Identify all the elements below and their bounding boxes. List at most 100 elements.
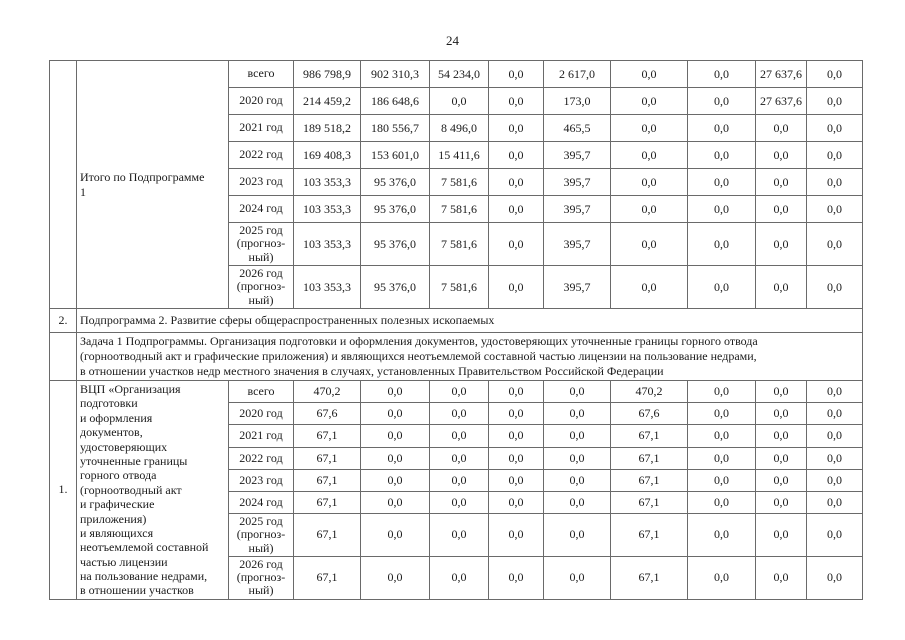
cell-value: 169 408,3 (293, 141, 361, 169)
cell-value: 0,0 (755, 424, 807, 448)
cell-value: 0,0 (687, 87, 756, 115)
table-row: 2024 год 103 353,3 95 376,0 7 581,6 0,0 395,7… (50, 195, 863, 223)
cell-value: 54 234,0 (429, 60, 489, 88)
section-title: Итого по Подпрограмме 1 (76, 60, 229, 309)
cell-value: 67,1 (293, 424, 361, 448)
cell-period: 2022 год (228, 446, 294, 470)
row-number (49, 332, 77, 381)
cell-value: 0,0 (488, 446, 544, 470)
cell-value: 7 581,6 (429, 265, 489, 309)
cell-value: 0,0 (488, 402, 544, 426)
cell-value: 470,2 (293, 379, 361, 404)
cell-value: 0,0 (755, 490, 807, 515)
cell-value: 0,0 (755, 555, 807, 600)
cell-value: 0,0 (687, 141, 756, 169)
cell-period: 2020 год (228, 402, 294, 426)
cell-period: 2024 год (228, 195, 294, 223)
cell-value: 0,0 (806, 114, 863, 142)
cell-value: 395,7 (543, 168, 611, 196)
cell-value: 0,0 (488, 490, 544, 515)
cell-value: 0,0 (806, 222, 863, 266)
cell-value: 0,0 (755, 114, 807, 142)
cell-period: 2021 год (228, 114, 294, 142)
cell-value: 0,0 (687, 490, 756, 515)
cell-value: 0,0 (687, 195, 756, 223)
cell-value: 0,0 (488, 60, 544, 88)
cell-value: 95 376,0 (360, 265, 430, 309)
cell-value: 902 310,3 (360, 60, 430, 88)
cell-value: 0,0 (610, 265, 688, 309)
cell-value: 0,0 (687, 446, 756, 470)
cell-value: 0,0 (806, 195, 863, 223)
row-number: 1. (49, 380, 77, 600)
cell-value: 0,0 (806, 490, 863, 515)
cell-value: 67,6 (293, 402, 361, 426)
cell-value: 0,0 (806, 468, 863, 492)
cell-value: 7 581,6 (429, 168, 489, 196)
table-body: Итого по Подпрограмме 1 всего 986 798,9 902… (49, 60, 863, 600)
cell-value: 0,0 (687, 265, 756, 309)
cell-value: 0,0 (429, 513, 489, 557)
cell-value: 95 376,0 (360, 168, 430, 196)
cell-period: всего (228, 379, 294, 404)
cell-period: 2025 год (прогноз- ный) (228, 513, 294, 557)
cell-value: 0,0 (429, 87, 489, 115)
program-budget-table: Итого по Подпрограмме 1 всего 986 798,9 902… (49, 60, 863, 600)
cell-value: 103 353,3 (293, 222, 361, 266)
cell-value: 153 601,0 (360, 141, 430, 169)
cell-value: 0,0 (755, 168, 807, 196)
cell-value: 0,0 (543, 513, 611, 557)
row-number: 2. (49, 308, 77, 333)
table-row: 2025 год (прогноз- ный) 103 353,3 95 376,0… (50, 222, 863, 266)
cell-value: 27 637,6 (755, 87, 807, 115)
cell-value: 0,0 (755, 402, 807, 426)
cell-value: 0,0 (543, 490, 611, 515)
cell-value: 95 376,0 (360, 222, 430, 266)
banner-text: Подпрограмма 2. Развитие сферы общераспр… (76, 308, 863, 333)
table-row: 2026 год (прогноз- ный) 103 353,3 95 376,0… (50, 265, 863, 309)
cell-period: 2022 год (228, 141, 294, 169)
cell-value: 0,0 (687, 424, 756, 448)
cell-value: 0,0 (429, 555, 489, 600)
cell-value: 0,0 (610, 60, 688, 88)
cell-value: 0,0 (755, 513, 807, 557)
cell-value: 0,0 (360, 379, 430, 404)
cell-value: 27 637,6 (755, 60, 807, 88)
cell-value: 186 648,6 (360, 87, 430, 115)
cell-value: 67,6 (610, 402, 688, 426)
cell-value: 395,7 (543, 222, 611, 266)
cell-value: 0,0 (429, 424, 489, 448)
cell-value: 395,7 (543, 141, 611, 169)
cell-value: 465,5 (543, 114, 611, 142)
cell-value: 0,0 (687, 222, 756, 266)
cell-value: 0,0 (806, 424, 863, 448)
table-row: 2024 год 67,1 0,0 0,0 0,0 0,0 67,1 0,0 0,0 0,0 (50, 490, 863, 515)
cell-period: 2026 год (прогноз- ный) (228, 555, 294, 600)
table-row: 2026 год (прогноз- ный) 67,1 0,0 0,0 0,0 0,0 6… (50, 555, 863, 600)
cell-value: 67,1 (610, 555, 688, 600)
cell-value: 0,0 (488, 468, 544, 492)
section-title: ВЦП «Организация подготовки и оформления… (76, 380, 229, 600)
cell-value: 0,0 (687, 402, 756, 426)
cell-value: 103 353,3 (293, 265, 361, 309)
cell-value: 0,0 (687, 114, 756, 142)
cell-value: 0,0 (543, 402, 611, 426)
cell-value: 0,0 (610, 87, 688, 115)
cell-value: 0,0 (429, 490, 489, 515)
subprogram-2-row: 2. Подпрограмма 2. Развитие сферы общерас… (49, 308, 863, 333)
cell-period: 2024 год (228, 490, 294, 515)
cell-value: 0,0 (687, 168, 756, 196)
cell-value: 0,0 (360, 424, 430, 448)
cell-value: 67,1 (610, 424, 688, 448)
cell-value: 395,7 (543, 195, 611, 223)
cell-value: 67,1 (610, 446, 688, 470)
cell-value: 0,0 (806, 87, 863, 115)
cell-value: 0,0 (360, 490, 430, 515)
cell-value: 95 376,0 (360, 195, 430, 223)
cell-value: 0,0 (806, 513, 863, 557)
cell-value: 0,0 (755, 195, 807, 223)
table-row: Итого по Подпрограмме 1 всего 986 798,9 902… (49, 60, 863, 309)
cell-value: 67,1 (610, 490, 688, 515)
cell-value: 0,0 (755, 379, 807, 404)
